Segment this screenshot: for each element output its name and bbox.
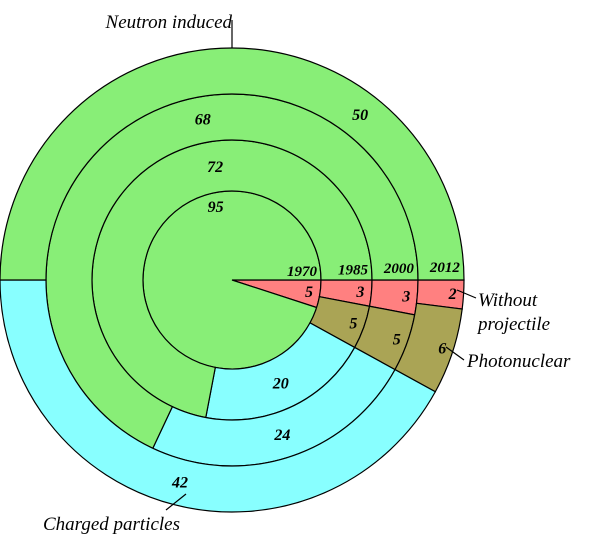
segment-2012-neutron-induced [0,47,465,281]
ring-year-label-2012: 2012 [429,260,461,276]
value-label-1985-neutron-induced: 72 [207,159,223,176]
value-label-1985-photonuclear: 5 [349,316,357,333]
ring-year-label-1970: 1970 [287,264,318,280]
category-label-without-projectile-line-2: projectile [476,314,550,335]
segment-2012-charged-particles [0,279,437,513]
value-label-2000-photonuclear: 5 [393,331,401,348]
ring-year-label-1985: 1985 [338,262,369,278]
value-label-2012-neutron-induced: 50 [352,107,368,124]
value-label-2012-charged-particles: 42 [171,474,188,491]
value-label-1970-neutron-induced: 95 [208,199,224,216]
category-label-charged-particles: Charged particles [43,514,180,535]
value-labels: 5 95 3 5 20 72 3 5 24 68 2 6 42 50 [171,107,457,491]
ring-year-label-2000: 2000 [383,261,415,277]
value-label-2000-neutron-induced: 68 [195,112,211,129]
value-label-1985-without-projectile: 3 [355,284,364,301]
category-label-photonuclear: Photonuclear [466,351,571,372]
leader-without-projectile [456,289,477,299]
category-label-without-projectile-line-1: Without [478,290,538,311]
ring-segments [0,47,465,513]
segment-1970-neutron-induced [142,190,322,370]
value-label-1970-without-projectile: 5 [305,284,313,301]
leader-photonuclear [445,346,465,361]
ring-year-labels: 1970 1985 2000 2012 [287,260,460,280]
value-label-2000-charged-particles: 24 [273,427,290,444]
category-leader-lines [165,20,477,511]
value-label-2012-without-projectile: 2 [448,286,457,303]
value-label-2000-without-projectile: 3 [401,289,410,306]
category-labels: Neutron induced Without projectile Photonuc… [43,12,571,535]
value-label-2012-photonuclear: 6 [438,340,446,357]
leader-charged-particles [165,493,187,511]
value-label-1985-charged-particles: 20 [272,376,289,393]
category-label-neutron-induced: Neutron induced [105,12,233,33]
